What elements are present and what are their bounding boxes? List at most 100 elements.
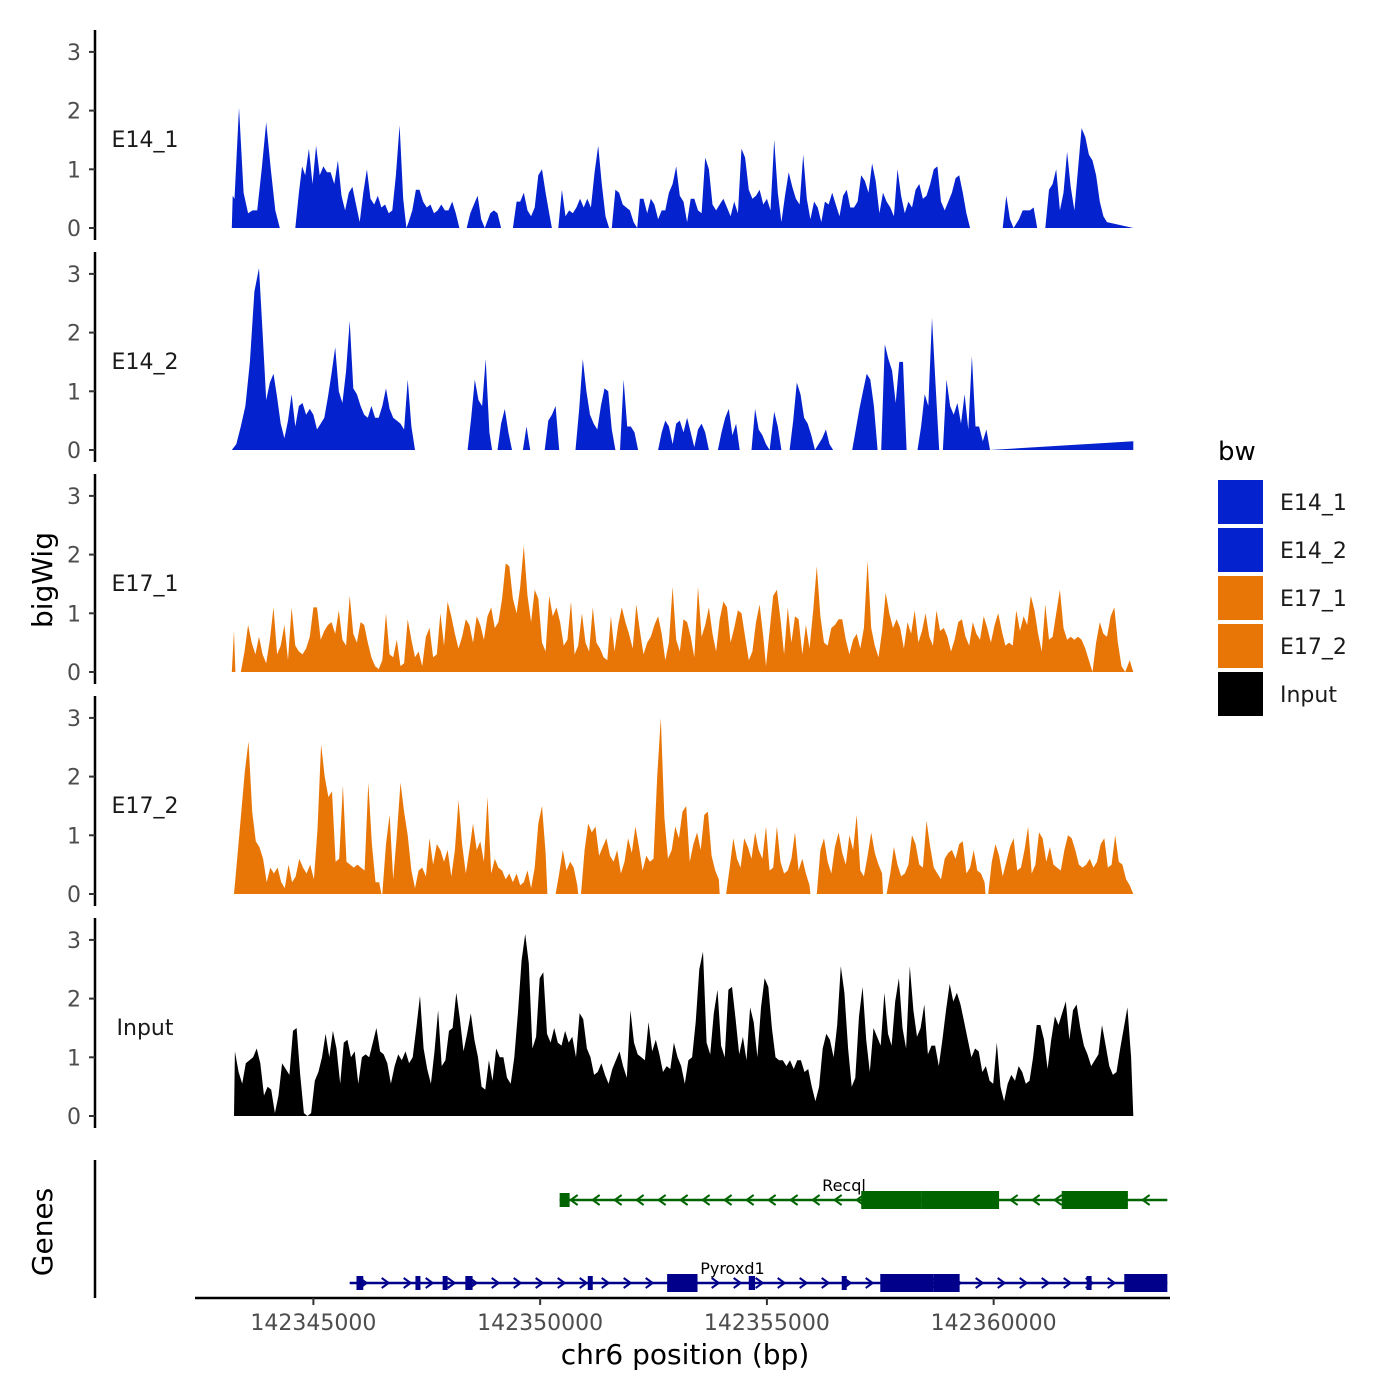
y-tick-label: 3 [67, 485, 81, 510]
strand-arrow [425, 1277, 435, 1289]
strand-arrow [1030, 1194, 1041, 1206]
y-tick-label: 0 [67, 883, 81, 908]
track-panel-e14_2: 0 1 2 3 E14_2 [67, 252, 1134, 464]
legend-label: E14_1 [1280, 491, 1347, 516]
y-tick-label: 0 [67, 661, 81, 686]
gene-name-label: Pyroxd1 [700, 1259, 764, 1278]
y-tick-label: 2 [67, 100, 81, 125]
exon [921, 1191, 1000, 1209]
x-tick-label: 142355000 [704, 1311, 830, 1336]
y-tick-label: 3 [67, 41, 81, 66]
legend-title: bw [1218, 437, 1256, 467]
strand-arrow [1063, 1277, 1073, 1289]
legend: bw E14_1 E14_2 E17_1 E17_2 Input [1218, 437, 1347, 716]
strand-arrow [634, 1194, 645, 1206]
strand-arrow [678, 1194, 689, 1206]
strand-arrow [821, 1277, 831, 1289]
x-tick-label: 142350000 [477, 1311, 603, 1336]
x-axis: 142345000 142350000 142355000 142360000 [195, 1296, 1170, 1336]
strand-arrow [777, 1277, 787, 1289]
exon [442, 1276, 448, 1290]
legend-label: E17_1 [1280, 587, 1347, 612]
y-tick-label: 2 [67, 766, 81, 791]
strand-arrow [1107, 1277, 1117, 1289]
track-label: E17_1 [112, 572, 179, 597]
strand-arrow [645, 1277, 655, 1289]
coverage-area [231, 545, 1134, 672]
track-panel-e17_2: 0 1 2 3 E17_2 [67, 696, 1134, 908]
strand-arrow [1019, 1277, 1029, 1289]
strand-arrow [491, 1277, 501, 1289]
exon [841, 1276, 847, 1290]
x-tick-label: 142345000 [250, 1311, 376, 1336]
exon [415, 1276, 421, 1290]
legend-swatch [1218, 576, 1263, 620]
strand-arrow [557, 1277, 567, 1289]
strand-arrow [997, 1277, 1007, 1289]
gene-name-label: Recql [822, 1176, 866, 1195]
y-tick-label: 2 [67, 544, 81, 569]
strand-arrow [1008, 1194, 1019, 1206]
exon [1124, 1274, 1168, 1292]
strand-arrow [755, 1277, 765, 1289]
exon [748, 1276, 756, 1290]
strand-arrow [810, 1194, 821, 1206]
x-axis-title: chr6 position (bp) [561, 1338, 810, 1371]
legend-label: E14_2 [1280, 539, 1347, 564]
y-tick-label: 0 [67, 217, 81, 242]
strand-arrow [865, 1277, 875, 1289]
strand-arrow [601, 1277, 611, 1289]
strand-arrow [403, 1277, 413, 1289]
legend-label: Input [1280, 683, 1337, 708]
y-tick-label: 2 [67, 988, 81, 1013]
exon [880, 1274, 934, 1292]
coverage-area [234, 717, 1134, 894]
y-tick-label: 0 [67, 439, 81, 464]
coverage-area [231, 268, 1134, 450]
y-tick-label: 1 [67, 158, 81, 183]
legend-swatch [1218, 672, 1263, 716]
y-tick-label: 1 [67, 824, 81, 849]
strand-arrow [656, 1194, 667, 1206]
strand-arrow [1052, 1194, 1063, 1206]
y-tick-label: 1 [67, 1046, 81, 1071]
strand-arrow [788, 1194, 799, 1206]
strand-arrow [975, 1277, 985, 1289]
strand-arrow [447, 1277, 457, 1289]
exon [1086, 1276, 1092, 1290]
track-panel-input: 0 1 2 3 Input [67, 918, 1134, 1130]
strand-arrow [590, 1194, 601, 1206]
track-panel-e17_1: 0 1 2 3 E17_1 [67, 474, 1134, 686]
gene-recql: Recql [559, 1176, 1168, 1209]
strand-arrow [568, 1194, 579, 1206]
strand-arrow [733, 1277, 743, 1289]
exon [861, 1191, 922, 1209]
strand-arrow [1140, 1194, 1151, 1206]
y-tick-label: 3 [67, 263, 81, 288]
x-tick-label: 142360000 [931, 1311, 1057, 1336]
gene-pyroxd1: Pyroxd1 [349, 1259, 1168, 1292]
strand-arrow [832, 1194, 843, 1206]
y-tick-label: 3 [67, 929, 81, 954]
strand-arrow [513, 1277, 523, 1289]
track-label: E14_2 [112, 350, 179, 375]
track-label: Input [117, 1016, 174, 1041]
exon [667, 1274, 698, 1292]
genes-layer: Recql Pyroxd1 [93, 1160, 1168, 1298]
y-axis-title: bigWig [26, 532, 59, 628]
track-label: E14_1 [112, 128, 179, 153]
legend-swatch [1218, 528, 1263, 572]
strand-arrow [700, 1194, 711, 1206]
legend-swatch [1218, 624, 1263, 668]
exon [1061, 1191, 1128, 1209]
strand-arrow [744, 1194, 755, 1206]
exon [559, 1193, 570, 1207]
strand-arrow [612, 1194, 623, 1206]
exon [465, 1276, 473, 1290]
y-tick-label: 1 [67, 380, 81, 405]
track-panel-e14_1: 0 1 2 3 E14_1 [67, 30, 1134, 242]
coverage-area [231, 107, 1134, 228]
y-tick-label: 0 [67, 1105, 81, 1130]
y-tick-label: 3 [67, 707, 81, 732]
